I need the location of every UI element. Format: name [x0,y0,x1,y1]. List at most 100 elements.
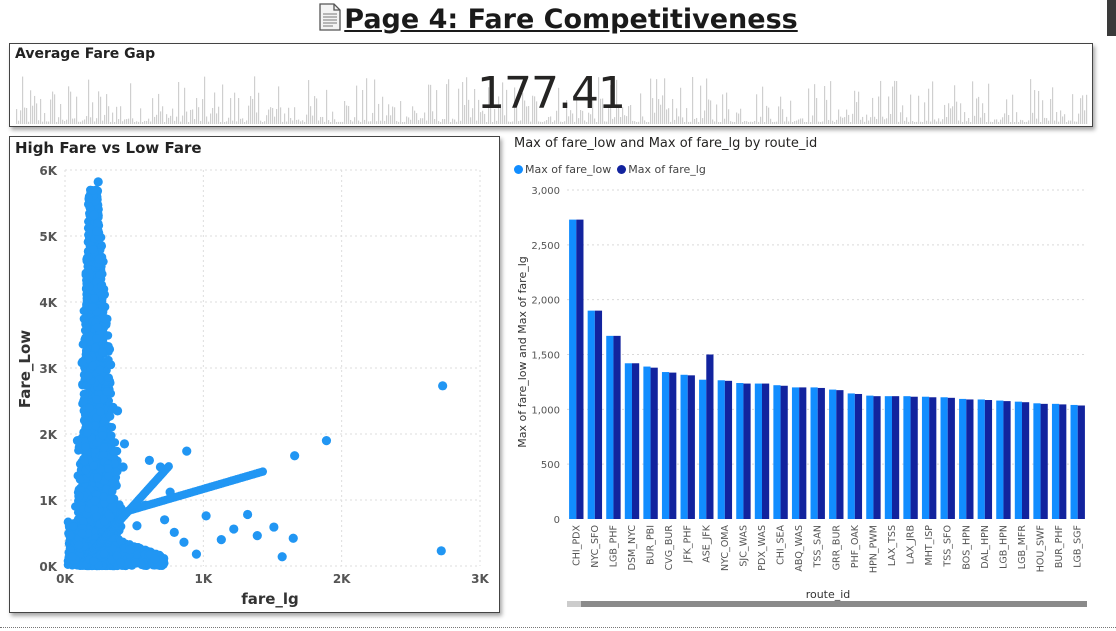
bar-fare-low[interactable] [847,393,855,519]
bar-fare-lg[interactable] [706,354,714,520]
bar-fare-low[interactable] [699,379,707,519]
bar-fare-lg[interactable] [780,385,788,519]
kpi-card-average-fare-gap[interactable]: Average Fare Gap 177.41 [9,43,1093,127]
bar-fare-low[interactable] [903,396,911,519]
scatter-point[interactable] [112,406,123,416]
bar-fare-low[interactable] [959,398,967,519]
bar-fare-lg[interactable] [873,396,881,519]
scatter-chart-card[interactable]: High Fare vs Low Fare 0K 1K 2K 3K 4K 5K 6K 0K 1K… [9,136,500,613]
bar-fare-lg[interactable] [854,393,863,519]
scatter-point[interactable] [100,313,110,324]
bar-fare-low[interactable] [866,395,874,519]
bar-fare-low[interactable] [829,389,837,519]
bar-fare-lg[interactable] [1003,401,1011,519]
bar-fare-lg[interactable] [984,400,993,519]
bar-fare-lg[interactable] [1040,403,1048,519]
scatter-point[interactable] [92,226,102,236]
scatter-point[interactable] [89,210,99,220]
bar-fare-low[interactable] [1014,401,1022,519]
scatter-point[interactable] [252,531,262,541]
scatter-point[interactable] [229,524,239,534]
bar-fare-low[interactable] [773,385,781,519]
bar-fare-lg[interactable] [836,390,844,519]
scatter-point[interactable] [118,462,128,472]
bar-fare-lg[interactable] [1022,402,1030,519]
bar-fare-lg[interactable] [762,383,770,519]
bar-fare-lg[interactable] [669,372,677,519]
scatter-point[interactable] [74,491,84,501]
bar-fare-low[interactable] [1033,403,1041,519]
scatter-point[interactable] [140,500,150,510]
bar-fare-low[interactable] [587,310,595,519]
bar-fare-low[interactable] [569,219,577,520]
scatter-point[interactable] [125,544,135,555]
scatter-point[interactable] [94,254,105,264]
bar-fare-lg[interactable] [1059,404,1067,519]
scatter-point[interactable] [436,546,446,556]
legend-item-fare-low[interactable]: Max of fare_low [514,163,611,176]
bar-fare-lg[interactable] [892,396,900,519]
scatter-point[interactable] [290,451,300,461]
scatter-point[interactable] [155,462,166,472]
bar-fare-low[interactable] [754,383,762,519]
bar-fare-low[interactable] [1051,403,1060,519]
bar-fare-low[interactable] [1070,404,1078,519]
bar-fare-lg[interactable] [576,219,584,520]
bar-fare-lg[interactable] [966,399,974,519]
bar-fare-low[interactable] [624,363,632,519]
scatter-point[interactable] [269,522,279,532]
legend-item-fare-lg[interactable]: Max of fare_lg [617,163,706,176]
bar-fare-lg[interactable] [947,397,955,519]
scatter-point[interactable] [216,535,226,545]
bar-fare-low[interactable] [606,335,614,519]
scatter-point[interactable] [93,177,103,187]
bar-fare-lg[interactable] [632,363,640,519]
scatter-point[interactable] [106,360,116,370]
bar-fare-low[interactable] [996,400,1004,519]
scatter-point[interactable] [191,549,202,559]
bar-fare-low[interactable] [810,387,818,519]
bar-fare-low[interactable] [884,396,892,519]
scatter-point[interactable] [179,537,189,547]
scatter-point[interactable] [72,436,83,446]
scatter-point[interactable] [182,446,192,456]
bar-fare-lg[interactable] [724,380,733,519]
sparkline-bar [730,121,732,124]
bar-fare-low[interactable] [921,396,930,519]
bar-fare-low[interactable] [736,383,744,519]
bar-chart[interactable]: 0 500 1,000 1,500 2,000 2,500 3,000 CHI_PDX NYC_… [510,180,1110,620]
scatter-point[interactable] [169,527,179,537]
scatter-point[interactable] [243,509,253,520]
bar-fare-low[interactable] [791,387,800,519]
bar-fare-lg[interactable] [743,383,751,519]
scatter-point[interactable] [160,515,170,525]
scatter-point[interactable] [277,552,287,562]
scatter-point[interactable] [438,381,448,391]
scatter-point[interactable] [119,439,130,449]
bar-fare-low[interactable] [977,399,985,519]
scatter-point[interactable] [321,436,332,446]
bar-fare-lg[interactable] [910,396,918,519]
bar-fare-low[interactable] [643,366,651,519]
bar-fare-lg[interactable] [650,367,658,519]
horizontal-scrollbar-thumb[interactable] [581,601,1087,607]
scatter-point[interactable] [132,521,142,531]
bar-fare-lg[interactable] [1077,405,1085,519]
bar-fare-lg[interactable] [687,375,695,519]
bar-fare-lg[interactable] [817,387,825,519]
scatter-point[interactable] [165,487,175,497]
scatter-point[interactable] [201,511,211,521]
bar-fare-low[interactable] [717,380,725,519]
bar-fare-lg[interactable] [929,397,937,519]
scatter-point[interactable] [150,554,160,564]
scrollbar-edge[interactable] [1107,0,1116,36]
scatter-point[interactable] [288,533,298,543]
bar-fare-low[interactable] [680,374,688,519]
scatter-point[interactable] [144,455,154,465]
bar-fare-lg[interactable] [799,387,807,519]
bar-fare-low[interactable] [661,372,670,519]
scatter-chart[interactable]: 0K 1K 2K 3K 4K 5K 6K 0K 1K 2K 3K fare_lg Fare_Low [10,137,499,612]
bar-fare-lg[interactable] [613,335,621,519]
bar-fare-lg[interactable] [594,310,603,519]
bar-fare-low[interactable] [940,397,948,519]
